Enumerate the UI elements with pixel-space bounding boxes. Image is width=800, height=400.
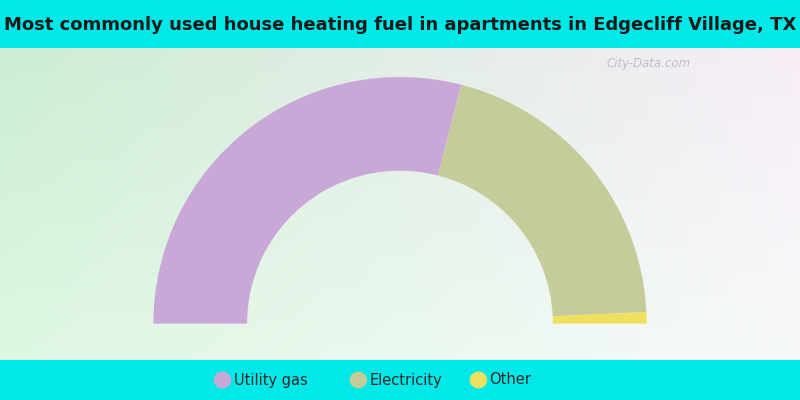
Wedge shape xyxy=(154,77,462,324)
Text: Most commonly used house heating fuel in apartments in Edgecliff Village, TX: Most commonly used house heating fuel in… xyxy=(4,16,796,34)
Text: Other: Other xyxy=(490,372,531,388)
Ellipse shape xyxy=(470,372,487,388)
Wedge shape xyxy=(553,312,646,324)
Ellipse shape xyxy=(350,372,367,388)
Ellipse shape xyxy=(214,372,231,388)
Text: City-Data.com: City-Data.com xyxy=(607,57,691,70)
Wedge shape xyxy=(438,85,646,316)
Text: Electricity: Electricity xyxy=(370,372,442,388)
Text: Utility gas: Utility gas xyxy=(234,372,307,388)
